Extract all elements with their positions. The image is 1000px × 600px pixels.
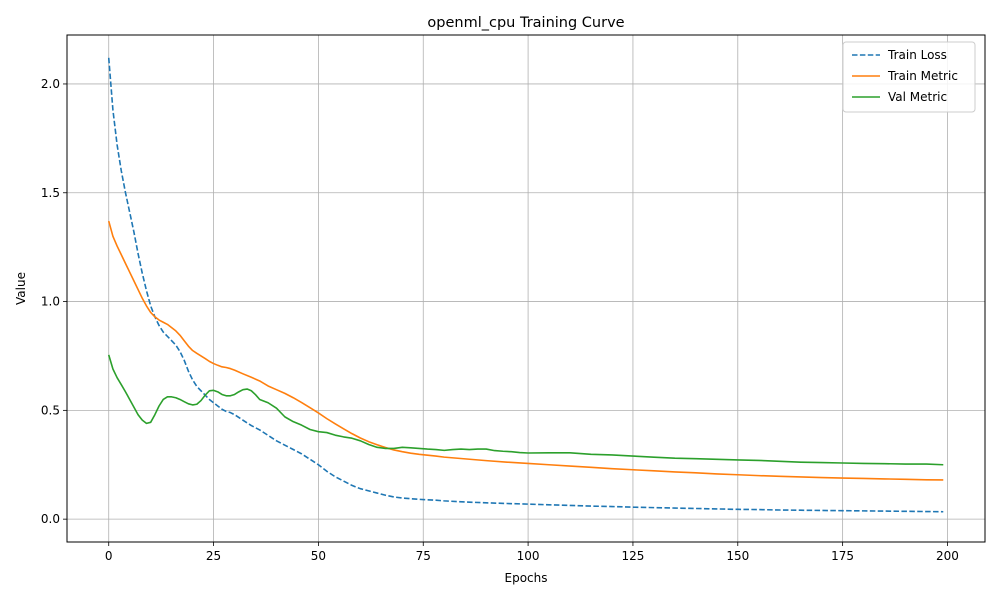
x-tick-label: 150: [726, 549, 749, 563]
legend: Train Loss Train Metric Val Metric: [842, 41, 976, 113]
y-tick-label: 2.0: [41, 77, 60, 91]
y-tick-label: 1.0: [41, 295, 60, 309]
series-line-train-loss: [107, 57, 944, 513]
tick-layer: 0 25 50 75 100 125 150 175 200 0.0 0.5 1.0 1.5 2.0: [41, 77, 959, 563]
legend-box: [842, 41, 976, 113]
x-tick-label: 50: [311, 549, 326, 563]
legend-label-val-metric: Val Metric: [888, 90, 947, 104]
x-tick-label: 75: [416, 549, 431, 563]
x-tick-label: 200: [936, 549, 959, 563]
grid-layer: [67, 35, 985, 542]
legend-label-train-loss: Train Loss: [887, 48, 947, 62]
x-tick-label: 0: [105, 549, 113, 563]
x-tick-label: 25: [206, 549, 221, 563]
x-tick-label: 125: [621, 549, 644, 563]
legend-label-train-metric: Train Metric: [887, 69, 958, 83]
y-tick-label: 0.0: [41, 512, 60, 526]
chart-title: openml_cpu Training Curve: [427, 15, 624, 31]
plot-frame: [66, 34, 986, 543]
y-axis-label: Value: [14, 272, 28, 305]
x-tick-label: 175: [831, 549, 854, 563]
series-line-train-metric: [107, 220, 944, 481]
x-axis-label: Epochs: [505, 571, 548, 585]
y-tick-label: 0.5: [41, 403, 60, 417]
y-tick-label: 1.5: [41, 186, 60, 200]
series-layer: [107, 57, 944, 513]
series-line-val-metric: [107, 354, 944, 466]
x-tick-label: 100: [517, 549, 540, 563]
